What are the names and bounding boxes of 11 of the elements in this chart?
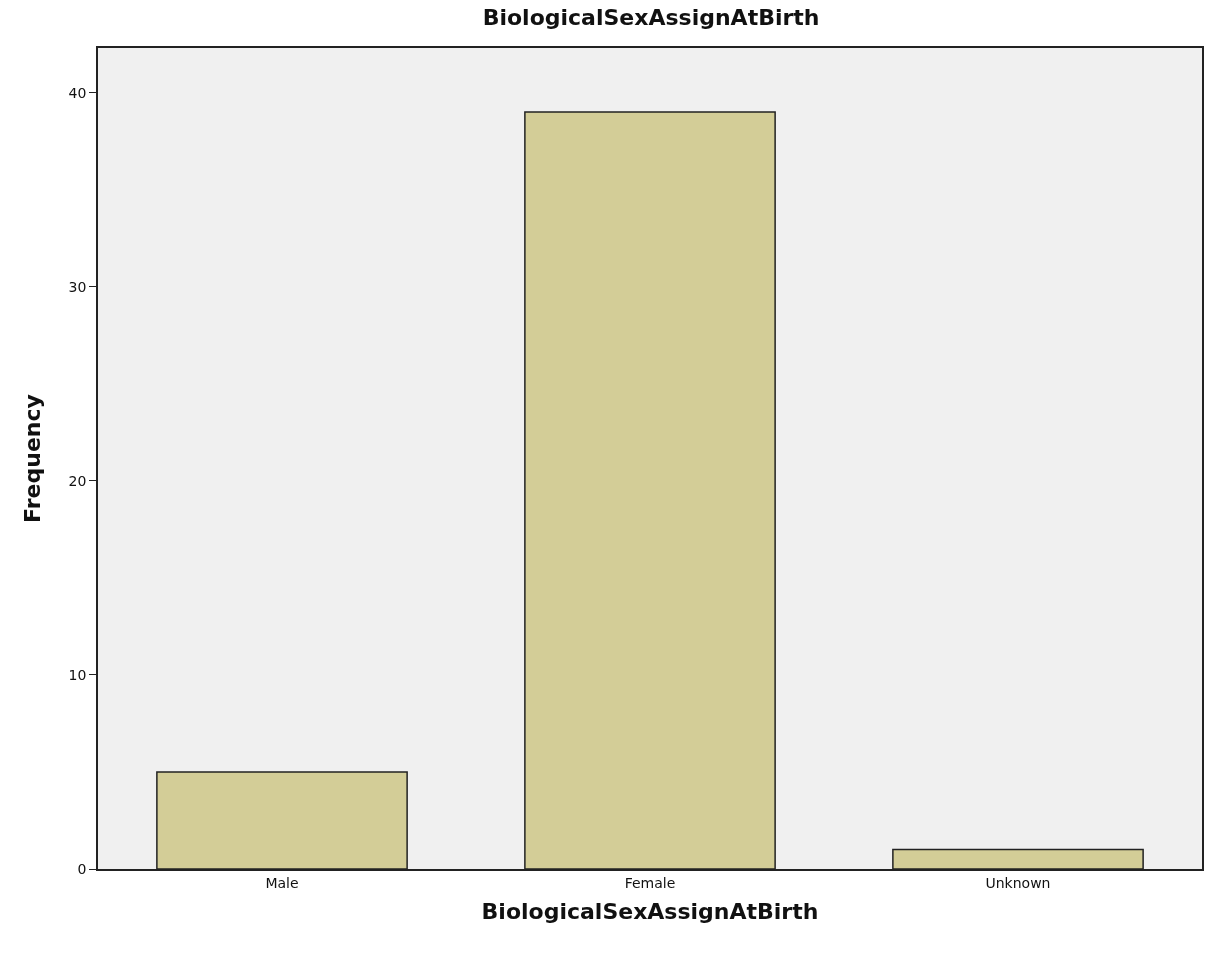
y-tick-label: 10 [68, 666, 87, 683]
y-tick-label: 40 [68, 84, 87, 101]
y-tick-label: 20 [68, 472, 87, 489]
x-tick-label: Male [265, 874, 299, 891]
x-tick-label: Female [624, 874, 676, 891]
y-axis-title: Frequency [19, 394, 45, 523]
y-tick-label: 30 [68, 278, 87, 295]
chart-title: BiologicalSexAssignAtBirth [482, 4, 820, 30]
x-axis-title: BiologicalSexAssignAtBirth [481, 898, 819, 924]
y-tick-label: 0 [77, 860, 87, 877]
x-tick-label: Unknown [985, 874, 1051, 891]
